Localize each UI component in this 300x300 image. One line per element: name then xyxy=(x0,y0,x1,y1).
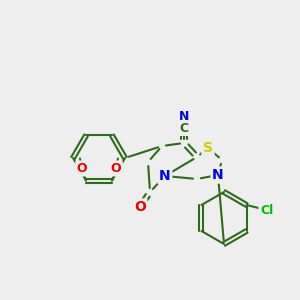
Text: N: N xyxy=(212,168,224,182)
Text: O: O xyxy=(134,200,146,214)
Text: S: S xyxy=(203,141,213,155)
Text: N: N xyxy=(179,110,189,122)
Text: N: N xyxy=(159,169,171,183)
Text: O: O xyxy=(77,162,87,175)
Text: Cl: Cl xyxy=(260,203,273,217)
Text: O: O xyxy=(111,162,121,175)
Text: C: C xyxy=(179,122,189,134)
